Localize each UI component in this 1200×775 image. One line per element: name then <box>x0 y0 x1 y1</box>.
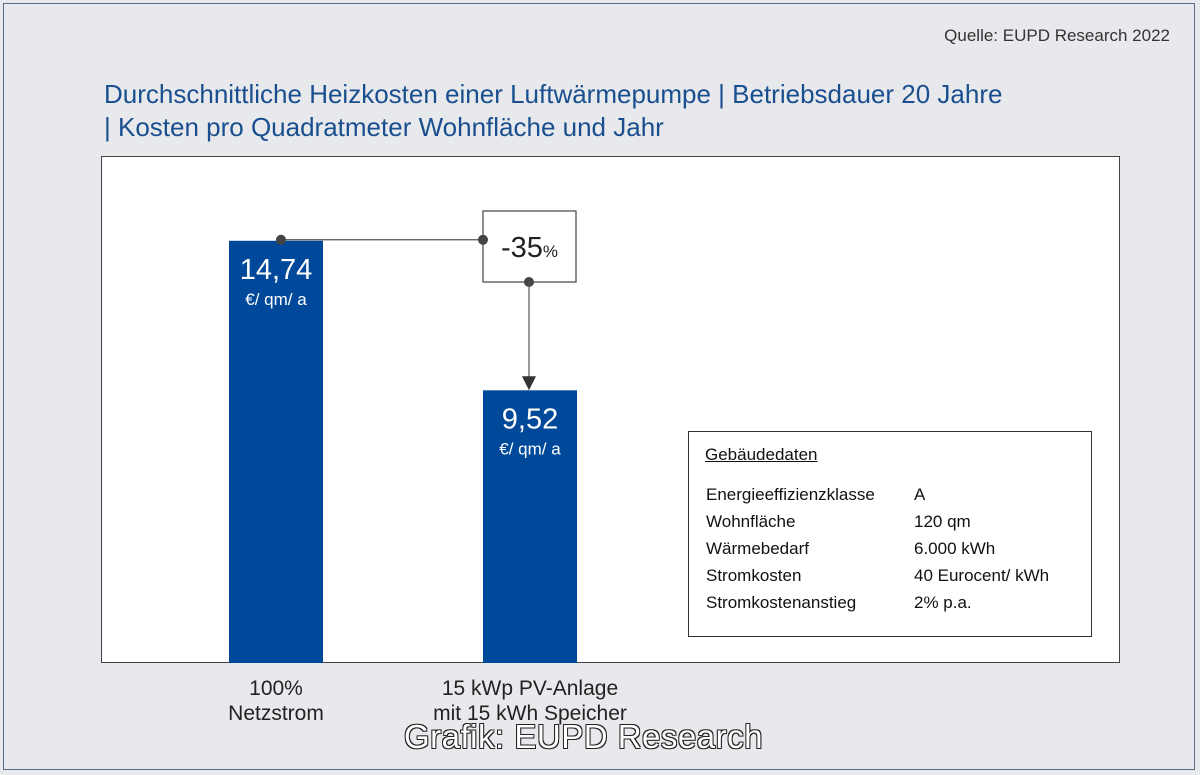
change-unit: % <box>543 242 558 261</box>
chart-title-line-2: | Kosten pro Quadratmeter Wohnfläche und… <box>104 112 664 142</box>
change-label: -35% <box>501 232 558 264</box>
building-data-key: Wärmebedarf <box>706 539 809 558</box>
building-data-value: 2% p.a. <box>914 593 972 612</box>
category-label-line: mit 15 kWh Speicher <box>433 702 627 725</box>
bar-value-label: 9,52 <box>502 403 558 435</box>
category-label-line: Netzstrom <box>228 702 324 725</box>
connector-dot <box>478 234 488 245</box>
connector-dot <box>276 234 286 245</box>
change-value: -35 <box>501 232 543 264</box>
chart-title-line-1: Durchschnittliche Heizkosten einer Luftw… <box>104 79 1003 109</box>
arrow-head <box>522 376 536 391</box>
building-data-value: A <box>914 485 926 504</box>
chart-title: Durchschnittliche Heizkosten einer Luftw… <box>104 78 1144 144</box>
building-data-key: Stromkostenanstieg <box>706 593 857 612</box>
category-label-line: 100% <box>249 677 303 700</box>
building-data-row: Energieeffizienzklasse A <box>706 485 1049 512</box>
building-data-value: 40 Eurocent/ kWh <box>914 566 1050 585</box>
building-data-row: Wärmebedarf 6.000 kWh <box>706 539 1049 566</box>
category-label-netzstrom: 100% Netzstrom <box>166 676 386 726</box>
building-data-box: Gebäudedaten Energieeffizienzklasse A Wo… <box>688 431 1092 637</box>
bar <box>229 240 323 663</box>
category-label-pv-anlage: 15 kWp PV-Anlage mit 15 kWh Speicher <box>400 676 660 726</box>
building-data-row: Stromkosten 40 Eurocent/ kWh <box>706 566 1049 593</box>
chart-frame <box>3 3 1195 770</box>
building-data-key: Stromkosten <box>706 566 802 585</box>
bar-value-label: 14,74 <box>240 254 313 286</box>
building-data-value: 120 qm <box>914 512 971 531</box>
watermark-credit: Grafik: EUPD Research <box>404 718 763 755</box>
bar-unit-label: €/ qm/ a <box>245 290 307 309</box>
building-data-key: Wohnfläche <box>706 512 796 531</box>
category-label-line: 15 kWp PV-Anlage <box>441 677 619 700</box>
building-data-table: Energieeffizienzklasse A Wohnfläche 120 … <box>706 485 1049 620</box>
building-data-value: 6.000 kWh <box>914 539 996 558</box>
building-data-row: Stromkostenanstieg 2% p.a. <box>706 593 1049 620</box>
building-data-key: Energieeffizienzklasse <box>706 485 875 504</box>
bar-unit-label: €/ qm/ a <box>499 439 561 458</box>
source-note: Quelle: EUPD Research 2022 <box>944 26 1170 45</box>
building-data-title: Gebäudedaten <box>705 445 818 464</box>
building-data-row: Wohnfläche 120 qm <box>706 512 1049 539</box>
bar <box>483 390 577 663</box>
